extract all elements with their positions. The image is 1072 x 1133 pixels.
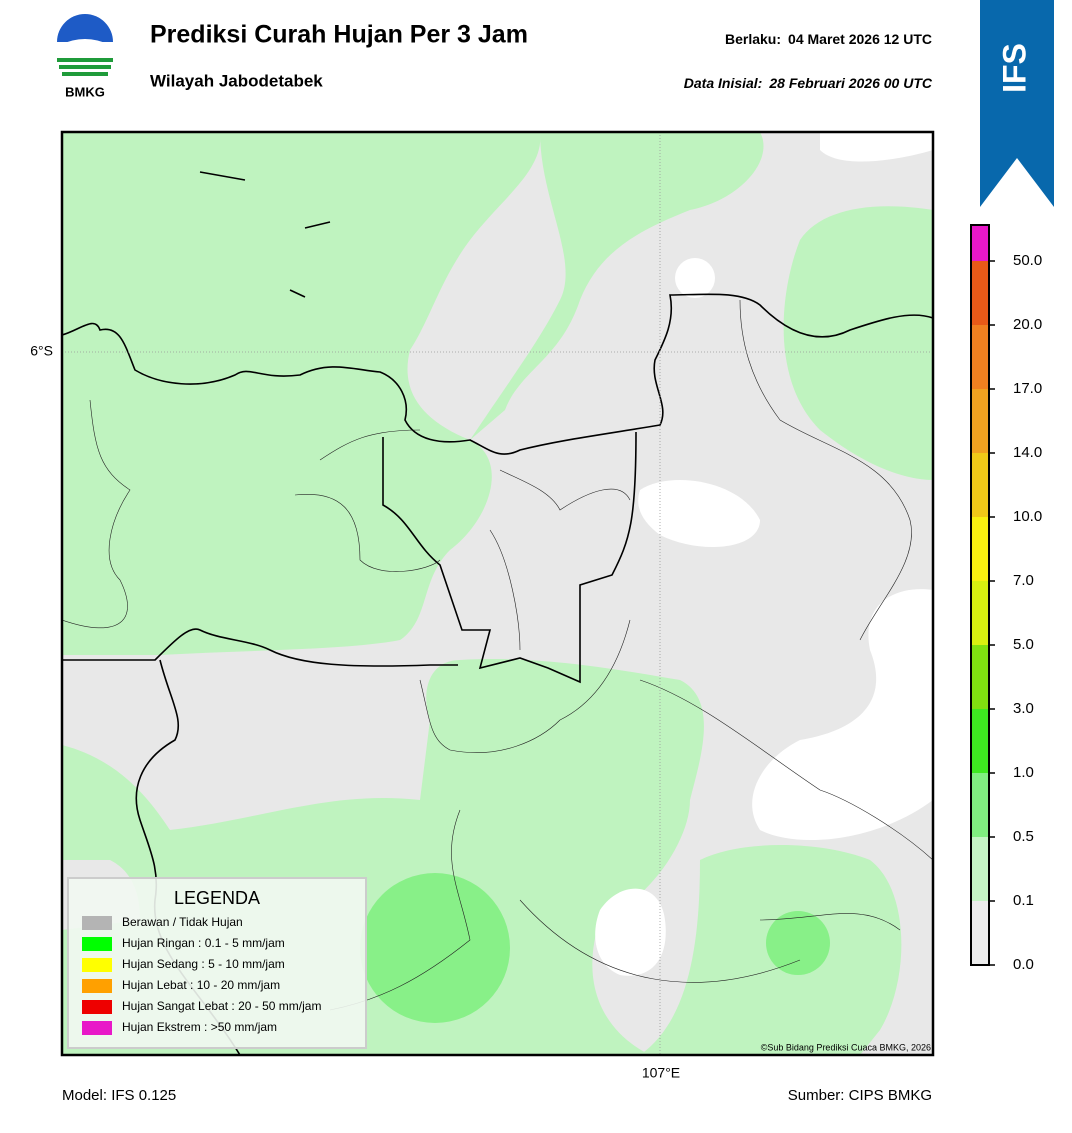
colorbar-segment bbox=[971, 581, 989, 645]
colorbar-tick-label: 50.0 bbox=[1013, 252, 1042, 269]
colorbar-segment bbox=[971, 709, 989, 773]
colorbar-segment bbox=[971, 645, 989, 709]
legend-swatch bbox=[82, 937, 112, 951]
legend-label: Hujan Lebat : 10 - 20 mm/jam bbox=[122, 978, 280, 992]
colorbar-tick-label: 5.0 bbox=[1013, 636, 1034, 653]
legend-title: LEGENDA bbox=[174, 888, 260, 908]
legend-label: Hujan Sedang : 5 - 10 mm/jam bbox=[122, 957, 285, 971]
badge bbox=[980, 0, 1054, 207]
init-label: Data Inisial: bbox=[684, 75, 763, 91]
colorbar-segment bbox=[971, 261, 989, 325]
subtitle: Wilayah Jabodetabek bbox=[150, 71, 323, 90]
init: Data Inisial: 28 Februari 2026 00 UTC bbox=[684, 75, 933, 91]
init-time: 28 Februari 2026 00 UTC bbox=[768, 75, 933, 91]
badge-text: IFS bbox=[996, 43, 1032, 93]
colorbar-tick-label: 20.0 bbox=[1013, 316, 1042, 333]
colorbar-tick-label: 10.0 bbox=[1013, 508, 1042, 525]
map bbox=[62, 132, 933, 1055]
map-frame bbox=[60, 130, 935, 1057]
legend-swatch bbox=[82, 916, 112, 930]
legend: LEGENDA Berawan / Tidak Hujan Hujan Ringa… bbox=[67, 877, 367, 1049]
colorbar-tick-label: 0.5 bbox=[1013, 828, 1034, 845]
legend-swatch bbox=[82, 1000, 112, 1014]
colorbar-segment bbox=[971, 453, 989, 517]
colorbar-segment bbox=[971, 517, 989, 581]
title: Prediksi Curah Hujan Per 3 Jam bbox=[150, 21, 528, 49]
colorbar-tick-label: 1.0 bbox=[1013, 764, 1034, 781]
logo-text: BMKG bbox=[65, 84, 105, 99]
legend-swatch bbox=[82, 979, 112, 993]
valid: Berlaku: 04 Maret 2026 12 UTC bbox=[725, 31, 932, 47]
colorbar-segment bbox=[971, 389, 989, 453]
colorbar-segment bbox=[971, 325, 989, 389]
legend-label: Berawan / Tidak Hujan bbox=[122, 915, 243, 929]
colorbar-tick-label: 0.0 bbox=[1013, 956, 1034, 973]
legend-label: Hujan Ekstrem : >50 mm/jam bbox=[122, 1020, 277, 1034]
model: Model: IFS 0.125 bbox=[62, 1087, 176, 1104]
source: Sumber: CIPS BMKG bbox=[788, 1087, 932, 1104]
legend-label: Hujan Ringan : 0.1 - 5 mm/jam bbox=[122, 936, 285, 950]
legend-swatch bbox=[82, 958, 112, 972]
colorbar-segment bbox=[971, 901, 989, 965]
colorbar-frame bbox=[970, 224, 990, 966]
colorbar-segment bbox=[971, 837, 989, 901]
logo: BMKG bbox=[57, 14, 113, 99]
colorbar-tick-label: 7.0 bbox=[1013, 572, 1034, 589]
colorbar: 0.0 0.1 0.5 1.0 3.0 5.0 7.0 10.0 14.0 17.0 20.0 50.… bbox=[970, 224, 1042, 973]
lon-label: 107°E bbox=[642, 1065, 680, 1081]
lat-label: 6°S bbox=[30, 343, 53, 359]
colorbar-tick-label: 3.0 bbox=[1013, 700, 1034, 717]
valid-time: 04 Maret 2026 12 UTC bbox=[788, 31, 932, 47]
valid-label: Berlaku: bbox=[725, 31, 781, 47]
colorbar-tick-label: 17.0 bbox=[1013, 380, 1042, 397]
colorbar-segment bbox=[971, 773, 989, 837]
legend-swatch bbox=[82, 1021, 112, 1035]
colorbar-segment bbox=[971, 225, 989, 261]
legend-label: Hujan Sangat Lebat : 20 - 50 mm/jam bbox=[122, 999, 321, 1013]
colorbar-tick-label: 14.0 bbox=[1013, 444, 1042, 461]
credit: ©Sub Bidang Prediksi Cuaca BMKG, 2026 bbox=[761, 1042, 931, 1052]
colorbar-tick-label: 0.1 bbox=[1013, 892, 1034, 909]
